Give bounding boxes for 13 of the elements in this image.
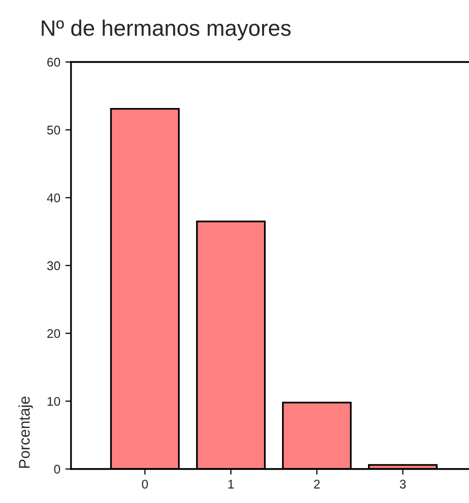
y-tick-label: 10 — [48, 396, 60, 406]
y-tick-label: 60 — [47, 58, 60, 67]
y-tick-label: 50 — [47, 126, 60, 134]
y-tick-label: 30 — [47, 261, 60, 270]
chart-title: Nº de hermanos mayores — [42, 20, 291, 40]
y-tick-label: 20 — [47, 329, 60, 338]
x-tick-label: 3 — [400, 480, 406, 489]
y-tick-label: 40 — [46, 193, 60, 202]
y-axis-title: Porcentaje — [18, 396, 33, 468]
x-tick-label: 0 — [142, 480, 148, 489]
x-tick-label: 1 — [228, 480, 234, 488]
x-tick-label: 2 — [314, 480, 320, 488]
y-tick-label: 0 — [54, 464, 60, 474]
